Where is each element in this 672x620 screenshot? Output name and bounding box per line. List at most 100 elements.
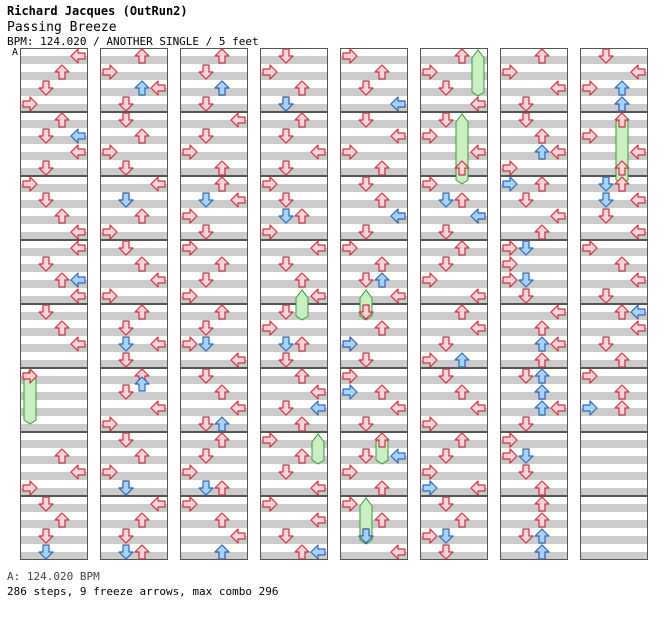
step-arrow-left	[422, 128, 438, 144]
step-arrow-right	[70, 144, 86, 160]
step-arrow-up	[454, 432, 470, 448]
song-title: Passing Breeze	[7, 20, 117, 35]
step-arrow-down	[278, 304, 294, 320]
step-arrow-down	[198, 272, 214, 288]
measure-box	[420, 176, 488, 240]
step-arrow-up	[134, 256, 150, 272]
measure-box	[500, 240, 568, 304]
step-arrow-up	[374, 192, 390, 208]
step-arrow-left	[582, 80, 598, 96]
step-arrow-right	[70, 224, 86, 240]
step-arrow-left	[182, 336, 198, 352]
step-arrow-left	[102, 64, 118, 80]
step-arrow-down	[358, 224, 374, 240]
step-arrow-left	[502, 448, 518, 464]
step-arrow-left	[102, 224, 118, 240]
step-arrow-down	[118, 528, 134, 544]
measure-box	[180, 368, 248, 432]
step-arrow-up	[614, 112, 630, 128]
step-arrow-left	[502, 160, 518, 176]
step-arrow-down	[278, 160, 294, 176]
step-arrow-up	[374, 64, 390, 80]
measure-box	[100, 48, 168, 112]
measure-box	[420, 112, 488, 176]
step-arrow-up	[614, 160, 630, 176]
step-arrow-up	[534, 544, 550, 560]
step-arrow-right	[230, 528, 246, 544]
step-arrow-down	[358, 112, 374, 128]
measure-box	[340, 112, 408, 176]
step-arrow-down	[358, 176, 374, 192]
step-arrow-up	[534, 336, 550, 352]
step-arrow-left	[342, 240, 358, 256]
measure-box	[180, 112, 248, 176]
chart-column	[340, 48, 408, 560]
step-arrow-up	[134, 544, 150, 560]
step-arrow-down	[38, 80, 54, 96]
step-arrow-right	[70, 48, 86, 64]
step-arrow-down	[598, 336, 614, 352]
step-arrow-right	[70, 336, 86, 352]
measure-box	[20, 240, 88, 304]
step-arrow-left	[422, 528, 438, 544]
step-arrow-up	[614, 176, 630, 192]
step-arrow-down	[198, 336, 214, 352]
step-arrow-down	[358, 528, 374, 544]
measure-box	[180, 48, 248, 112]
step-arrow-right	[550, 208, 566, 224]
step-arrow-right	[630, 272, 646, 288]
step-arrow-down	[358, 352, 374, 368]
step-arrow-right	[470, 400, 486, 416]
step-arrow-up	[294, 544, 310, 560]
measure-box	[580, 240, 648, 304]
measure-box	[260, 240, 328, 304]
step-arrow-left	[22, 176, 38, 192]
step-arrow-right	[470, 288, 486, 304]
measure-box	[500, 432, 568, 496]
step-arrow-up	[534, 352, 550, 368]
step-arrow-up	[294, 336, 310, 352]
step-arrow-down	[38, 160, 54, 176]
step-arrow-down	[518, 464, 534, 480]
measure-box	[20, 304, 88, 368]
step-arrow-left	[422, 64, 438, 80]
step-arrow-left	[342, 336, 358, 352]
step-arrow-up	[454, 512, 470, 528]
chart-column	[500, 48, 568, 560]
step-arrow-up	[614, 352, 630, 368]
step-arrow-down	[598, 192, 614, 208]
measure-box	[260, 176, 328, 240]
measure-box	[260, 112, 328, 176]
step-arrow-up	[374, 432, 390, 448]
measure-box	[420, 240, 488, 304]
step-arrow-up	[534, 128, 550, 144]
measure-box	[500, 48, 568, 112]
measure-box	[180, 240, 248, 304]
step-arrow-down	[518, 448, 534, 464]
step-arrow-up	[294, 208, 310, 224]
artist-name: Richard Jacques (OutRun2)	[7, 4, 188, 18]
step-arrow-up	[534, 144, 550, 160]
step-arrow-up	[134, 48, 150, 64]
freeze-arrow	[471, 49, 485, 97]
step-arrow-left	[502, 432, 518, 448]
step-arrow-up	[134, 128, 150, 144]
measure-box	[20, 432, 88, 496]
measure-box	[180, 496, 248, 560]
step-arrow-down	[278, 352, 294, 368]
step-arrow-right	[390, 96, 406, 112]
step-arrow-left	[262, 64, 278, 80]
step-arrow-right	[630, 320, 646, 336]
step-arrow-left	[582, 368, 598, 384]
step-arrow-right	[630, 224, 646, 240]
step-arrow-up	[454, 192, 470, 208]
step-arrow-up	[54, 64, 70, 80]
step-arrow-right	[390, 288, 406, 304]
step-arrow-left	[102, 288, 118, 304]
step-arrow-down	[118, 96, 134, 112]
step-arrow-left	[102, 464, 118, 480]
step-arrow-down	[38, 496, 54, 512]
measure-box	[20, 368, 88, 432]
step-arrow-left	[422, 272, 438, 288]
